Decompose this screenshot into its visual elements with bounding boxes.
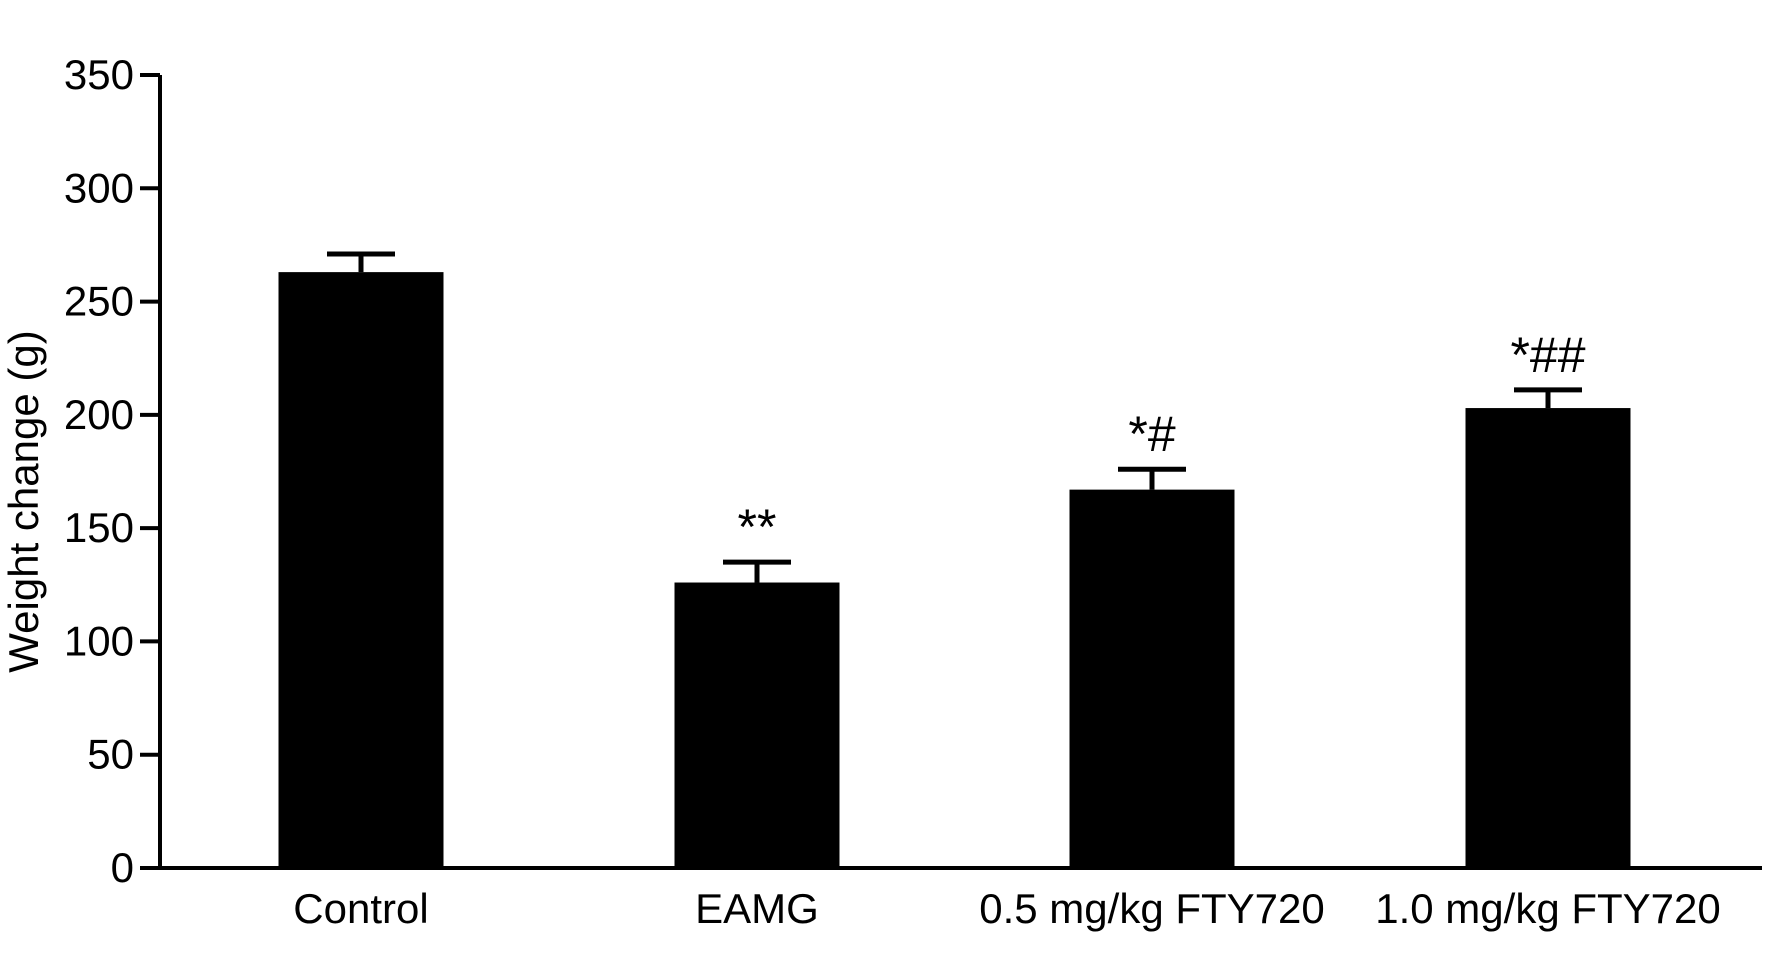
- bar: [674, 582, 840, 868]
- error-bars: [327, 251, 1582, 583]
- y-ticks: 0 50 100 150 200 250 300 350: [64, 51, 160, 891]
- y-tick-label: 200: [64, 391, 134, 438]
- y-tick-label: 250: [64, 278, 134, 325]
- significance-label: *#: [1128, 406, 1175, 462]
- x-tick-label: 1.0 mg/kg FTY720: [1375, 885, 1721, 932]
- x-tick-labels: Control EAMG 0.5 mg/kg FTY720 1.0 mg/kg FTY…: [293, 885, 1720, 932]
- y-tick-label: 150: [64, 504, 134, 551]
- y-tick-label: 50: [87, 731, 134, 778]
- y-axis-title: Weight change (g): [0, 330, 47, 672]
- bar: [278, 272, 444, 868]
- significance-label: **: [738, 499, 777, 555]
- y-tick-label: 350: [64, 51, 134, 98]
- x-tick-label: 0.5 mg/kg FTY720: [979, 885, 1325, 932]
- y-tick-label: 0: [111, 844, 134, 891]
- y-tick-label: 300: [64, 164, 134, 211]
- bar: [1069, 489, 1235, 868]
- significance-label: *##: [1510, 327, 1585, 383]
- bar: [1465, 408, 1631, 868]
- significance-annotations: ** *# *##: [738, 327, 1586, 555]
- x-tick-label: Control: [293, 885, 428, 932]
- bars: [278, 272, 1631, 868]
- y-tick-label: 100: [64, 617, 134, 664]
- x-tick-label: EAMG: [695, 885, 819, 932]
